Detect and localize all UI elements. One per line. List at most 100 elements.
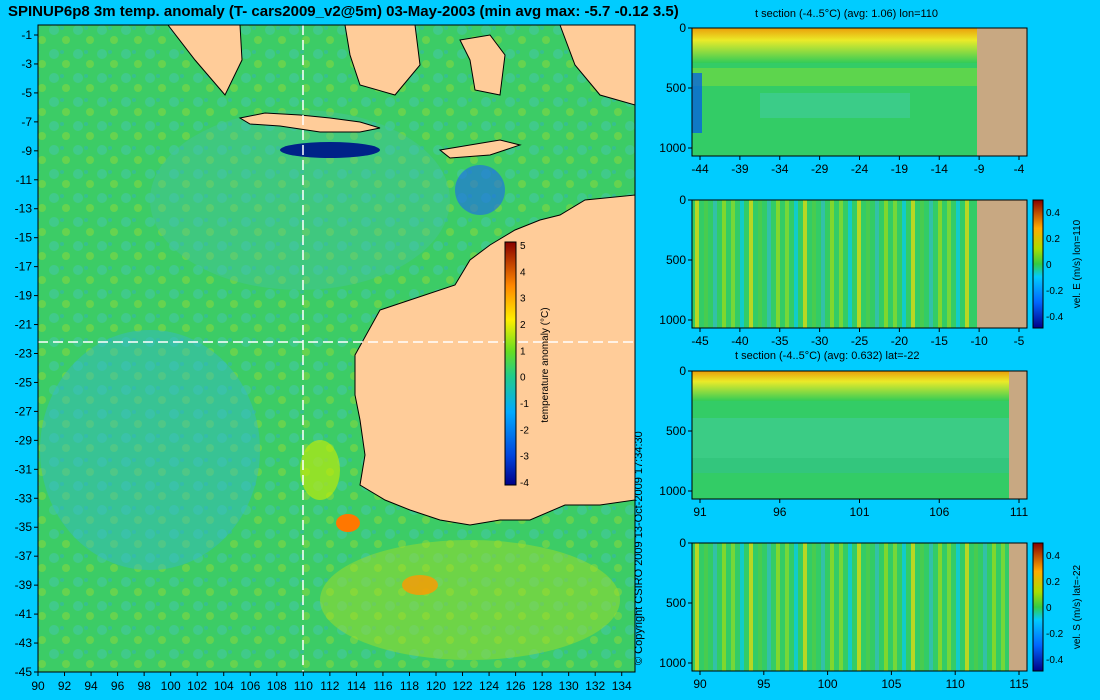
map-x-tick-label: 110 — [294, 679, 313, 693]
map-x-tick-label: 126 — [506, 679, 526, 693]
map-y-tick-label: -11 — [16, 173, 33, 187]
map-y-tick-label: -31 — [15, 462, 33, 476]
vel-colorbar-tick-label: -0.4 — [1046, 655, 1064, 666]
map-x-tick-label: 100 — [161, 679, 181, 693]
map-y-tick-label: -37 — [15, 549, 33, 563]
section-x-tick-label: -40 — [731, 334, 749, 348]
section-x-tick-label: -29 — [811, 162, 829, 176]
colorbar-tick-label: -3 — [520, 452, 529, 463]
map-y-tick-label: -39 — [15, 578, 33, 592]
vel-colorbar-tick-label: 0 — [1046, 260, 1052, 271]
map-x-tick-label: 134 — [612, 679, 632, 693]
section-x-tick-label: -9 — [974, 162, 985, 176]
map-x-tick-label: 90 — [31, 679, 45, 693]
section-x-tick-label: -10 — [970, 334, 988, 348]
colorbar-tick-label: 3 — [520, 294, 526, 305]
map-y-tick-label: -13 — [15, 202, 33, 216]
map-y-tick-label: -7 — [21, 115, 32, 129]
section-x-tick-label: -14 — [931, 162, 949, 176]
map-x-tick-label: 132 — [585, 679, 605, 693]
section-x-tick-label: 95 — [757, 677, 771, 691]
map-y-tick-label: -19 — [15, 289, 33, 303]
section-y-tick-label: 500 — [666, 424, 686, 438]
map-x-tick-label: 120 — [426, 679, 446, 693]
map-x-tick-label: 98 — [137, 679, 151, 693]
section-y-tick-label: 1000 — [659, 313, 686, 327]
lon-section-temp-title: t section (-4..5°C) (avg: 1.06) lon=110 — [755, 8, 939, 20]
map-x-tick-label: 112 — [320, 679, 339, 693]
map-x-tick-label: 124 — [479, 679, 499, 693]
vel-colorbar-tick-label: -0.4 — [1046, 312, 1064, 323]
java-island — [238, 112, 381, 133]
vel-colorbar-tick-label: -0.2 — [1046, 286, 1064, 297]
vel-colorbar-tick-label: 0.4 — [1046, 551, 1060, 562]
sulawesi-island — [459, 34, 506, 96]
map-x-tick-label: 122 — [453, 679, 473, 693]
section-x-tick-label: 115 — [1009, 677, 1028, 691]
vel-colorbar-tick-label: 0.2 — [1046, 577, 1060, 588]
vel-colorbar-tick-label: 0.4 — [1046, 208, 1060, 219]
map-x-tick-label: 96 — [111, 679, 125, 693]
section-x-tick-label: -19 — [891, 162, 909, 176]
section-x-tick-label: 96 — [773, 505, 787, 519]
map-x-tick-label: 128 — [532, 679, 552, 693]
section-x-tick-label: 91 — [693, 505, 707, 519]
section-x-tick-label: 100 — [818, 677, 838, 691]
section-x-tick-label: 90 — [693, 677, 707, 691]
section-x-tick-label: -44 — [691, 162, 709, 176]
colorbar-tick-label: 2 — [520, 320, 526, 331]
map-y-tick-label: -1 — [21, 28, 32, 42]
cold-anomaly-java — [280, 142, 380, 158]
map-y-tick-label: -25 — [15, 375, 33, 389]
vel-colorbar-tick-label: -0.2 — [1046, 629, 1064, 640]
map-y-tick-label: -45 — [15, 665, 33, 679]
lat-section-temp-panel: 91 96 101 106 111 0 500 1000 — [659, 364, 1028, 519]
map-x-tick-label: 130 — [559, 679, 579, 693]
lon-section-vel-panel: -45 -40 -35 -30 -25 -20 -15 -10 -5 0 500 1000 0.4 0.… — [659, 193, 1083, 348]
map-plot-area — [37, 24, 636, 673]
vel-s-colorbar-label: vel. S (m/s) lat=-22 — [1072, 564, 1083, 649]
map-y-tick-label: -23 — [15, 347, 33, 361]
colorbar-tick-label: 5 — [520, 241, 526, 252]
map-y-axis: -1 -3 -5 -7 -9 -11 -13 -15 -17 -19 -21 -23 -25 -27 -29… — [15, 28, 38, 679]
section-y-tick-label: 1000 — [659, 656, 686, 670]
map-x-tick-label: 92 — [58, 679, 72, 693]
section-x-tick-label: -5 — [1014, 334, 1025, 348]
section-x-tick-label: -25 — [851, 334, 869, 348]
section-y-tick-label: 1000 — [659, 484, 686, 498]
section-x-tick-label: -20 — [891, 334, 909, 348]
map-y-tick-label: -29 — [15, 433, 33, 447]
section-x-tick-label: -15 — [931, 334, 949, 348]
lon-section-temp-panel: -44 -39 -34 -29 -24 -19 -14 -9 -4 0 500 1000 — [659, 21, 1028, 176]
map-y-tick-label: -41 — [15, 607, 33, 621]
section-y-tick-label: 500 — [666, 253, 686, 267]
map-x-tick-label: 108 — [267, 679, 287, 693]
section-x-tick-label: 110 — [946, 677, 965, 691]
map-x-tick-label: 118 — [400, 679, 419, 693]
map-y-tick-label: -43 — [15, 636, 33, 650]
section-y-tick-label: 0 — [679, 21, 686, 35]
map-y-tick-label: -15 — [15, 231, 33, 245]
map-y-tick-label: -35 — [15, 520, 33, 534]
section-y-tick-label: 500 — [666, 81, 686, 95]
lat-section-temp-title: t section (-4..5°C) (avg: 0.632) lat=-22 — [735, 350, 920, 362]
map-x-tick-label: 104 — [214, 679, 234, 693]
vel-colorbar-tick-label: 0 — [1046, 603, 1052, 614]
section-x-tick-label: -30 — [811, 334, 829, 348]
temperature-colorbar: 5 4 3 2 1 0 -1 -2 -3 -4 temperature anomaly (°C) — [504, 241, 551, 489]
section-x-tick-label: 106 — [929, 505, 949, 519]
section-x-tick-label: 105 — [881, 677, 901, 691]
colorbar-tick-label: -1 — [520, 399, 529, 410]
section-y-tick-label: 0 — [679, 536, 686, 550]
section-x-tick-label: -4 — [1014, 162, 1025, 176]
vel-colorbar-tick-label: 0.2 — [1046, 234, 1060, 245]
map-y-tick-label: -5 — [21, 86, 32, 100]
section-y-tick-label: 1000 — [659, 141, 686, 155]
section-x-tick-label: -45 — [691, 334, 709, 348]
map-x-tick-label: 94 — [84, 679, 98, 693]
colorbar-tick-label: 1 — [520, 346, 526, 357]
map-y-tick-label: -17 — [15, 260, 33, 274]
map-x-tick-label: 116 — [373, 679, 392, 693]
